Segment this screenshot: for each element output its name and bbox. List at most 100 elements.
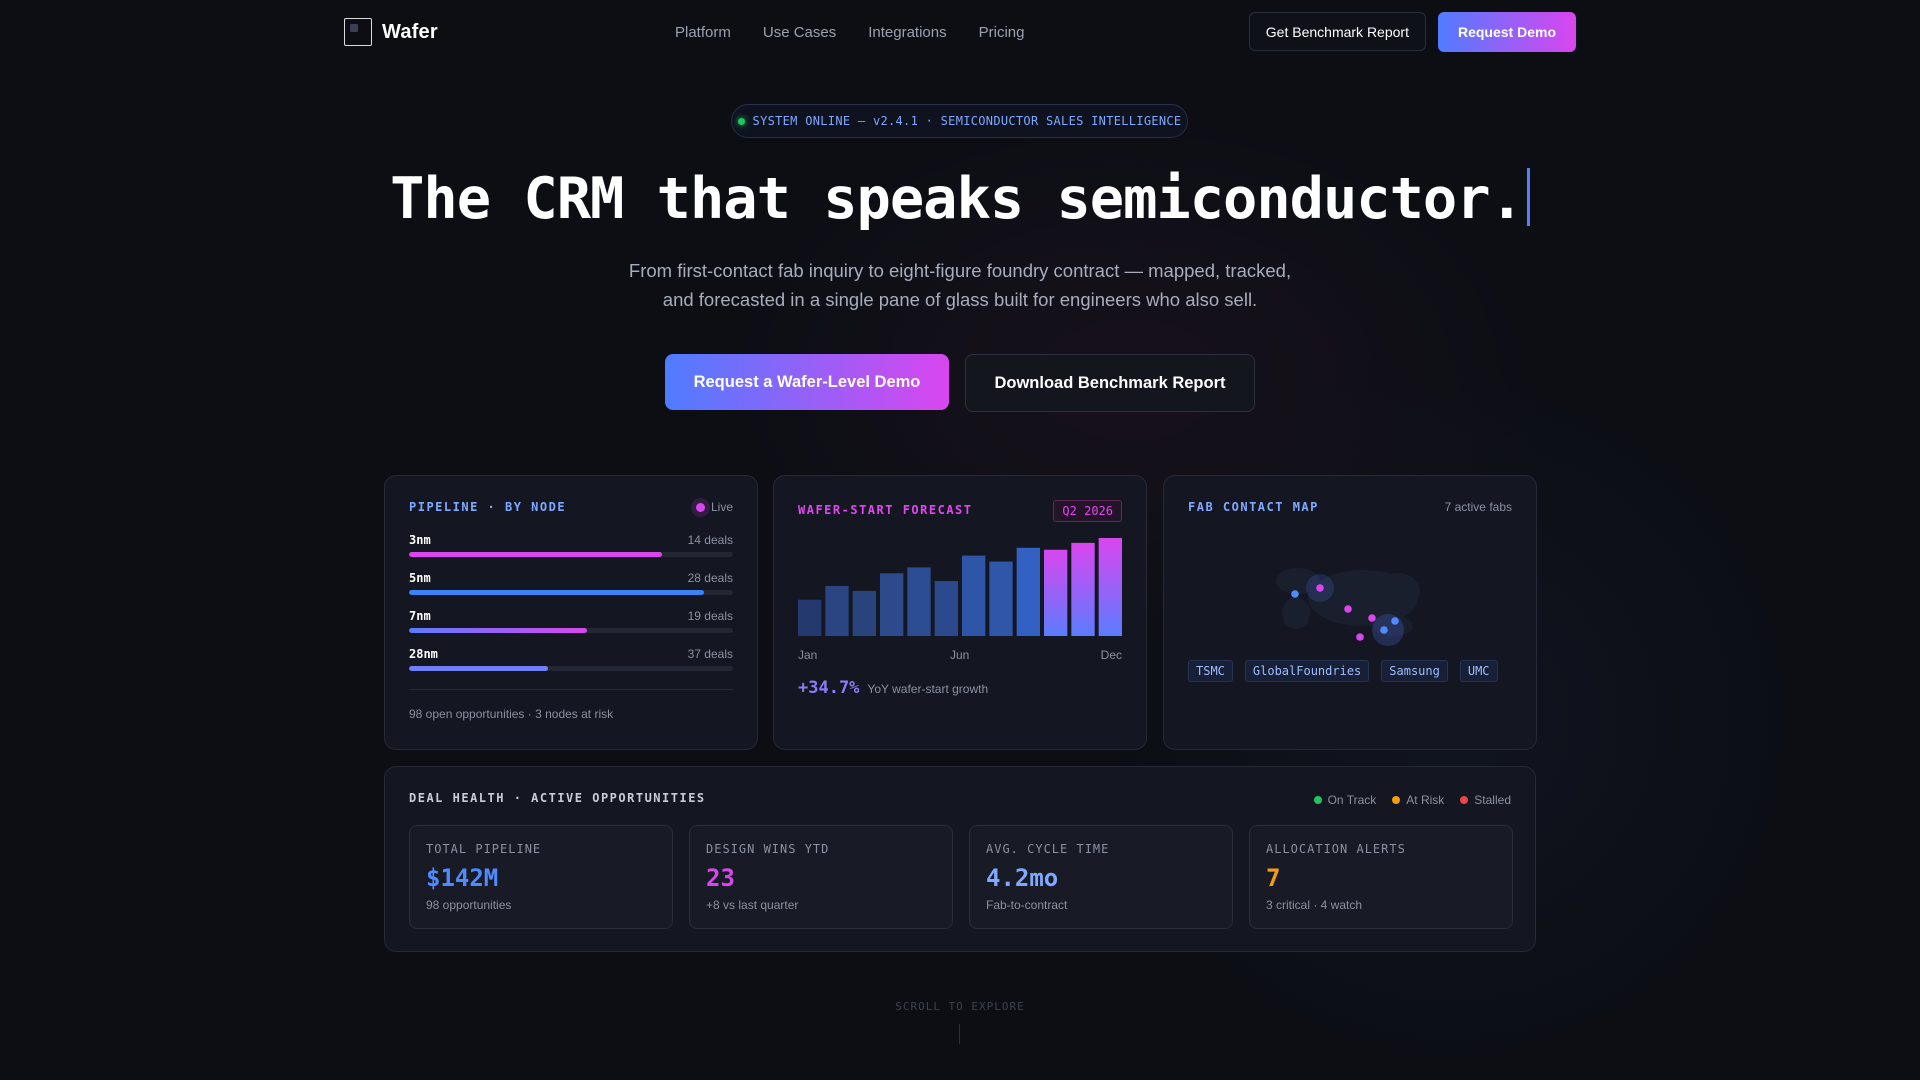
node-progress-track: [409, 666, 733, 671]
system-status-pill: SYSTEM ONLINE — v2.4.1 · SEMICONDUCTOR S…: [731, 104, 1188, 138]
node-row-7nm[interactable]: 7nm 19 deals: [409, 609, 733, 637]
node-row-28nm[interactable]: 28nm 37 deals: [409, 647, 733, 675]
deal-health-title: DEAL HEALTH · ACTIVE OPPORTUNITIES: [409, 791, 706, 805]
node-row-3nm[interactable]: 3nm 14 deals: [409, 533, 733, 561]
node-progress-track: [409, 552, 733, 557]
fab-world-map[interactable]: [1188, 526, 1512, 646]
kpi-value: 23: [706, 864, 735, 892]
headline-text: The CRM that speaks semiconductor.: [390, 166, 1524, 232]
request-demo-button[interactable]: Request Demo: [1437, 12, 1576, 52]
fab-marker[interactable]: [1356, 633, 1364, 641]
download-benchmark-button[interactable]: Download Benchmark Report: [965, 354, 1255, 412]
text-caret: [1526, 168, 1530, 226]
kpi-total-pipeline[interactable]: TOTAL PIPELINE $142M 98 opportunities: [409, 825, 673, 929]
kpi-subtext: 3 critical · 4 watch: [1266, 898, 1363, 912]
forecast-bar-jan[interactable]: [798, 599, 822, 636]
forecast-bar-chart: [798, 538, 1122, 636]
pipeline-divider: [409, 689, 733, 690]
fab-marker[interactable]: [1380, 626, 1388, 634]
forecast-bar-sep[interactable]: [1016, 547, 1040, 636]
forecast-bar-apr[interactable]: [880, 573, 904, 636]
kpi-cycle-time[interactable]: AVG. CYCLE TIME 4.2mo Fab-to-contract: [969, 825, 1233, 929]
forecast-bar-jun[interactable]: [934, 581, 958, 636]
health-legend: On Track At Risk Stalled: [1313, 793, 1511, 807]
live-dot-icon: [695, 502, 705, 512]
forecast-bar-dec[interactable]: [1098, 538, 1122, 636]
fab-glow: [1372, 614, 1404, 646]
node-deals: 19 deals: [687, 609, 733, 623]
kpi-value: $142M: [426, 864, 499, 892]
legend-on-track: On Track: [1313, 793, 1377, 807]
kpi-label: DESIGN WINS YTD: [706, 842, 830, 856]
legend-label: On Track: [1327, 793, 1377, 807]
month-label-jun: Jun: [950, 648, 970, 662]
legend-dot-icon: [1392, 796, 1401, 804]
hero-cta-row: Request a Wafer-Level Demo Download Benc…: [665, 354, 1255, 412]
legend-dot-icon: [1313, 796, 1322, 804]
live-indicator: Live: [695, 500, 733, 514]
nav-link-integrations[interactable]: Integrations: [868, 24, 947, 41]
pipeline-title: PIPELINE · BY NODE: [409, 500, 567, 514]
legend-stalled: Stalled: [1460, 793, 1511, 807]
nav-link-use-cases[interactable]: Use Cases: [762, 24, 837, 41]
map-landmass: [1276, 568, 1320, 594]
fab-map-card: FAB CONTACT MAP 7 active fabs TSMC Globa…: [1163, 475, 1537, 750]
growth-value: +34.7%: [798, 678, 860, 698]
forecast-title: WAFER-START FORECAST: [798, 503, 973, 517]
node-row-5nm[interactable]: 5nm 28 deals: [409, 571, 733, 599]
nav-links: Platform Use Cases Integrations Pricing: [675, 24, 1024, 41]
subtitle-line-2: and forecasted in a single pane of glass…: [662, 289, 1258, 310]
kpi-subtext: 98 opportunities: [426, 898, 512, 912]
get-benchmark-button[interactable]: Get Benchmark Report: [1248, 12, 1426, 51]
fab-marker[interactable]: [1368, 614, 1376, 622]
scroll-indicator-line: [959, 1024, 960, 1044]
node-deals: 28 deals: [687, 571, 733, 585]
node-name: 28nm: [409, 647, 438, 661]
forecast-bar-jul[interactable]: [962, 555, 986, 636]
nav-link-platform[interactable]: Platform: [675, 24, 731, 41]
forecast-bar-may[interactable]: [907, 567, 931, 636]
forecast-bar-aug[interactable]: [989, 561, 1013, 636]
forecast-bar-feb[interactable]: [825, 586, 849, 636]
fab-tag-samsung[interactable]: Samsung: [1381, 660, 1448, 682]
fab-marker[interactable]: [1291, 590, 1299, 598]
brand-name: Wafer: [382, 20, 438, 43]
brand-logo[interactable]: Wafer: [344, 18, 438, 46]
status-online-dot: [737, 117, 745, 125]
kpi-subtext: Fab-to-contract: [986, 898, 1068, 912]
forecast-card: WAFER-START FORECAST Q2 2026 Jan Jun Dec…: [773, 475, 1147, 750]
kpi-row: TOTAL PIPELINE $142M 98 opportunities DE…: [409, 825, 1513, 929]
fab-marker[interactable]: [1344, 605, 1352, 613]
fab-tag-globalfoundries[interactable]: GlobalFoundries: [1244, 660, 1370, 682]
growth-label: YoY wafer-start growth: [867, 682, 989, 696]
node-name: 5nm: [409, 571, 431, 585]
request-wafer-demo-button[interactable]: Request a Wafer-Level Demo: [665, 354, 949, 410]
node-progress-fill: [409, 628, 588, 633]
forecast-bar-nov[interactable]: [1071, 542, 1095, 636]
month-label-jan: Jan: [798, 648, 818, 662]
kpi-allocation-alerts[interactable]: ALLOCATION ALERTS 7 3 critical · 4 watch: [1249, 825, 1513, 929]
hero-subtitle: From first-contact fab inquiry to eight-…: [560, 256, 1360, 314]
quarter-badge[interactable]: Q2 2026: [1053, 500, 1122, 522]
map-landmass: [1376, 573, 1420, 609]
forecast-bar-oct[interactable]: [1044, 549, 1068, 636]
node-name: 3nm: [409, 533, 431, 547]
scroll-hint: SCROLL TO EXPLORE: [895, 1000, 1025, 1013]
fab-marker[interactable]: [1316, 584, 1324, 592]
node-progress-track: [409, 590, 733, 595]
node-progress-fill: [409, 590, 704, 595]
fab-tag-umc[interactable]: UMC: [1459, 660, 1498, 682]
nav-actions: Get Benchmark Report Request Demo: [1248, 12, 1576, 52]
fab-marker[interactable]: [1391, 617, 1399, 625]
fab-tag-tsmc[interactable]: TSMC: [1188, 660, 1233, 682]
forecast-bar-mar[interactable]: [852, 590, 876, 636]
top-nav: Wafer Platform Use Cases Integrations Pr…: [344, 12, 1576, 52]
fab-map-title: FAB CONTACT MAP: [1188, 500, 1319, 514]
kpi-label: AVG. CYCLE TIME: [986, 842, 1110, 856]
kpi-value: 7: [1266, 864, 1281, 892]
kpi-design-wins[interactable]: DESIGN WINS YTD 23 +8 vs last quarter: [689, 825, 953, 929]
node-progress-track: [409, 628, 733, 633]
kpi-value: 4.2mo: [986, 864, 1059, 892]
month-label-dec: Dec: [1100, 648, 1122, 662]
nav-link-pricing[interactable]: Pricing: [978, 24, 1025, 41]
